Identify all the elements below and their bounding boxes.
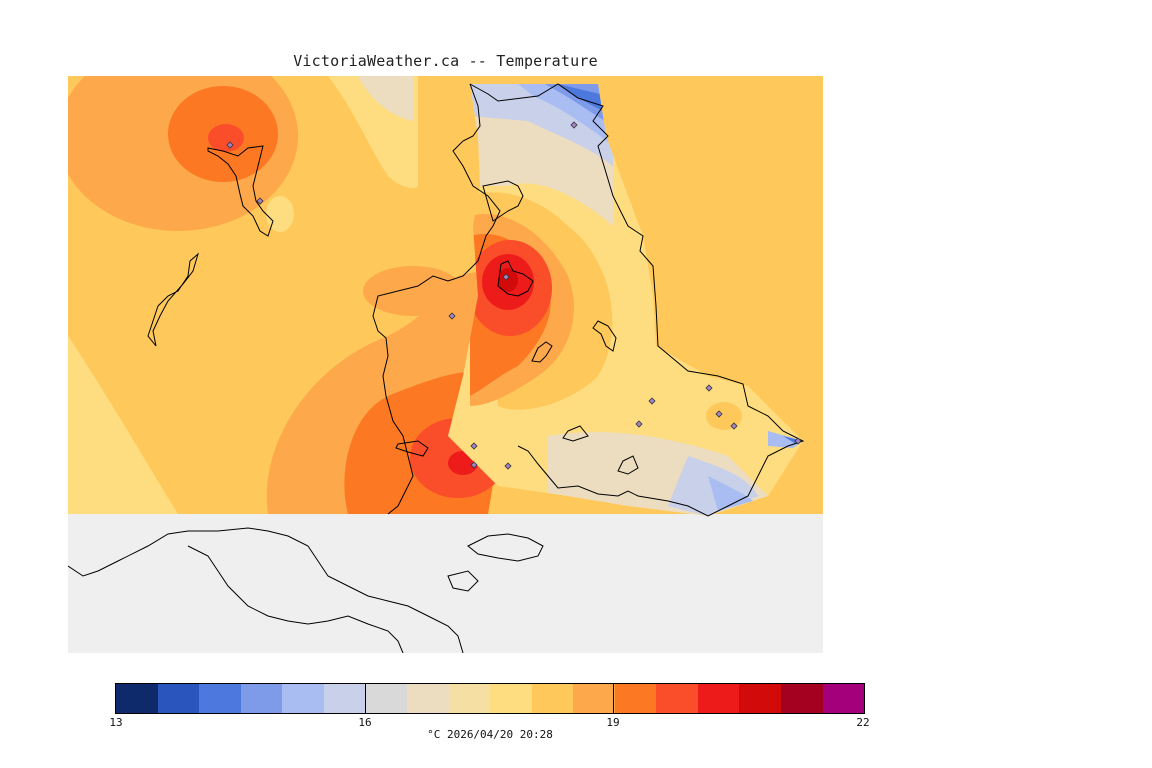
colorbar-swatch (199, 684, 241, 713)
colorbar-swatch (697, 684, 740, 713)
station-marker (470, 442, 478, 450)
station-marker (570, 121, 578, 129)
colorbar-swatch (490, 684, 532, 713)
map-title: VictoriaWeather.ca -- Temperature (293, 52, 598, 70)
station-marker (648, 397, 656, 405)
weather-stations (226, 121, 802, 470)
temperature-colorbar (115, 683, 865, 714)
western-temperature-field (68, 76, 823, 514)
station-marker (256, 197, 264, 205)
colorbar-swatch (116, 684, 158, 713)
station-marker (715, 410, 723, 418)
station-marker (730, 422, 738, 430)
colorbar-divider-19 (613, 683, 614, 714)
coastlines (68, 83, 805, 653)
colorbar-swatch (656, 684, 698, 713)
station-marker (504, 462, 512, 470)
colorbar-swatch (614, 684, 657, 713)
colorbar-swatch (739, 684, 781, 713)
colorbar-swatch (573, 684, 615, 713)
colorbar-divider-16 (365, 683, 366, 714)
station-marker (635, 420, 643, 428)
colorbar-tick-19: 19 (606, 716, 620, 729)
colorbar-swatch (531, 684, 574, 713)
colorbar-tick-13: 13 (109, 716, 123, 729)
station-marker (705, 384, 713, 392)
legend-units-timestamp: °C 2026/04/20 20:28 (427, 728, 553, 741)
colorbar-swatch (323, 684, 366, 713)
colorbar-tick-22: 22 (856, 716, 870, 729)
station-marker (470, 461, 478, 469)
colorbar-swatch (365, 684, 407, 713)
station-marker (448, 312, 456, 320)
colorbar-swatch (822, 684, 865, 713)
colorbar-swatch (157, 684, 200, 713)
colorbar-tick-16: 16 (358, 716, 372, 729)
colorbar-swatch (448, 684, 491, 713)
station-marker (794, 437, 802, 445)
colorbar-swatch (406, 684, 449, 713)
colorbar-swatch (781, 684, 823, 713)
colorbar-swatch (282, 684, 324, 713)
station-marker (502, 273, 510, 281)
station-marker (226, 141, 234, 149)
colorbar-swatch (240, 684, 283, 713)
temperature-map (68, 76, 823, 653)
